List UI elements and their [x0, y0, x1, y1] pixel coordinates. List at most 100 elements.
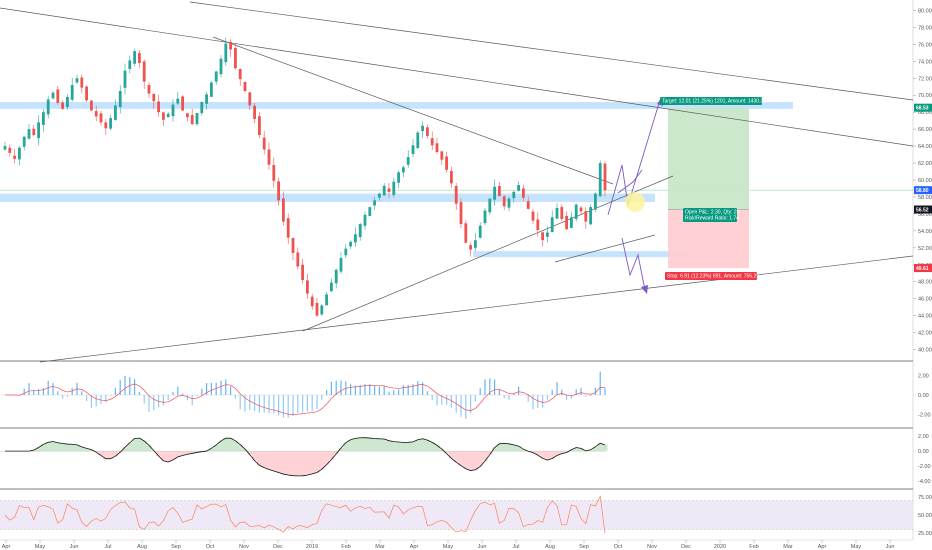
candle-body	[598, 163, 602, 197]
oscillator-area	[573, 447, 579, 452]
position-tool[interactable]	[668, 107, 749, 269]
trendline	[39, 255, 914, 363]
time-axis-ticks: Apr May Jun Jul Aug Sep Oct Nov Dec 2019 Feb Mar Apr…	[2, 540, 895, 550]
oscillator-area	[271, 451, 277, 472]
oscillator-area	[362, 437, 368, 452]
oscillator-area	[281, 451, 286, 475]
candle-body	[27, 129, 31, 139]
candle-body	[310, 296, 314, 307]
time-tick-label: Oct	[206, 544, 215, 550]
oscillator-area	[237, 444, 243, 452]
oscillator-area	[165, 451, 171, 462]
oscillator-area	[69, 444, 75, 452]
oscillator-area	[521, 449, 526, 452]
candle-body	[210, 82, 213, 97]
price-marker	[914, 205, 932, 214]
oscillator-area	[60, 443, 66, 452]
oscillator-area	[319, 451, 325, 470]
candle-body	[248, 92, 252, 106]
candle-body	[358, 224, 362, 238]
oscillator-area	[391, 441, 397, 452]
candle-body	[330, 282, 333, 292]
candle-body	[536, 219, 540, 231]
time-tick-label: Jun	[886, 544, 895, 550]
oscillator-area	[218, 440, 224, 452]
oscillator-area	[578, 448, 584, 452]
price-tick-label: 78.00	[918, 25, 932, 31]
candle-body	[550, 217, 554, 233]
oscillator-area	[98, 451, 104, 456]
candle-body	[397, 172, 400, 183]
oscillator-area	[492, 447, 498, 452]
candle-body	[507, 198, 511, 208]
candlestick-series	[3, 37, 607, 317]
candle-body	[541, 232, 544, 241]
oscillator-panel: 2.00 0.00 -2.00 -4.00	[0, 434, 931, 485]
oscillator-area	[348, 439, 354, 452]
candle-body	[286, 218, 290, 238]
time-tick-label: Jul	[104, 544, 111, 550]
price-marker-label: 49.61	[916, 266, 929, 272]
oscillator-area	[132, 438, 138, 452]
candle-body	[349, 241, 352, 247]
time-tick-label: Feb	[749, 544, 758, 550]
candle-body	[190, 115, 194, 125]
candle-body	[488, 198, 492, 213]
oscillator-area	[458, 451, 464, 466]
oscillator-area	[329, 451, 334, 460]
candle-body	[469, 245, 472, 250]
oscillator-area	[194, 451, 200, 453]
candle-body	[142, 61, 146, 82]
candle-body	[555, 207, 559, 219]
oscillator-area	[429, 442, 435, 452]
candle-body	[421, 125, 424, 132]
projection-arrows	[607, 97, 663, 294]
candle-body	[229, 41, 232, 50]
oscillator-area	[295, 451, 301, 476]
candle-body	[603, 163, 607, 191]
rsi-line	[4, 495, 606, 534]
oscillator-area	[425, 440, 430, 452]
candle-body	[430, 138, 434, 146]
oscillator-area	[549, 451, 555, 459]
price-marker-label: 68.53	[916, 106, 929, 112]
candle-body	[272, 165, 276, 181]
candle-body	[13, 155, 16, 159]
candle-body	[181, 96, 184, 111]
oscillator-area	[444, 451, 450, 454]
candle-body	[483, 210, 487, 224]
candle-body	[325, 294, 328, 306]
time-tick-label: Jun	[70, 544, 79, 550]
histogram-panel: 2.00 0.00 -2.00	[0, 371, 931, 419]
time-tick-label: May	[443, 544, 454, 550]
oscillator-area	[386, 440, 392, 452]
oscillator-area	[401, 442, 406, 452]
candle-body	[354, 234, 357, 243]
candle-body	[66, 96, 69, 107]
time-tick-label: Dec	[681, 544, 691, 550]
oscillator-area	[487, 451, 493, 455]
oscillator-area	[185, 451, 190, 455]
candle-body	[51, 92, 55, 99]
oscillator-area	[50, 441, 56, 452]
stop-label-box	[665, 272, 757, 280]
candle-body	[291, 238, 295, 253]
candle-body	[258, 116, 261, 136]
oscillator-area	[233, 440, 238, 452]
candle-body	[224, 43, 228, 63]
candle-body	[253, 105, 256, 119]
candle-body	[166, 113, 170, 118]
candle-body	[56, 89, 60, 103]
oscillator-area	[506, 443, 512, 452]
oscillator-area	[439, 449, 445, 452]
time-tick-label: Nov	[647, 544, 657, 550]
candle-body	[147, 85, 151, 94]
oscillator-area	[300, 451, 306, 476]
oscillator-area	[141, 440, 147, 452]
candle-body	[531, 211, 535, 221]
oscillator-area	[338, 448, 344, 452]
price-tick-label: 76.00	[918, 42, 932, 48]
trendlines[interactable]	[0, 1, 914, 363]
oscillator-area	[242, 449, 248, 452]
